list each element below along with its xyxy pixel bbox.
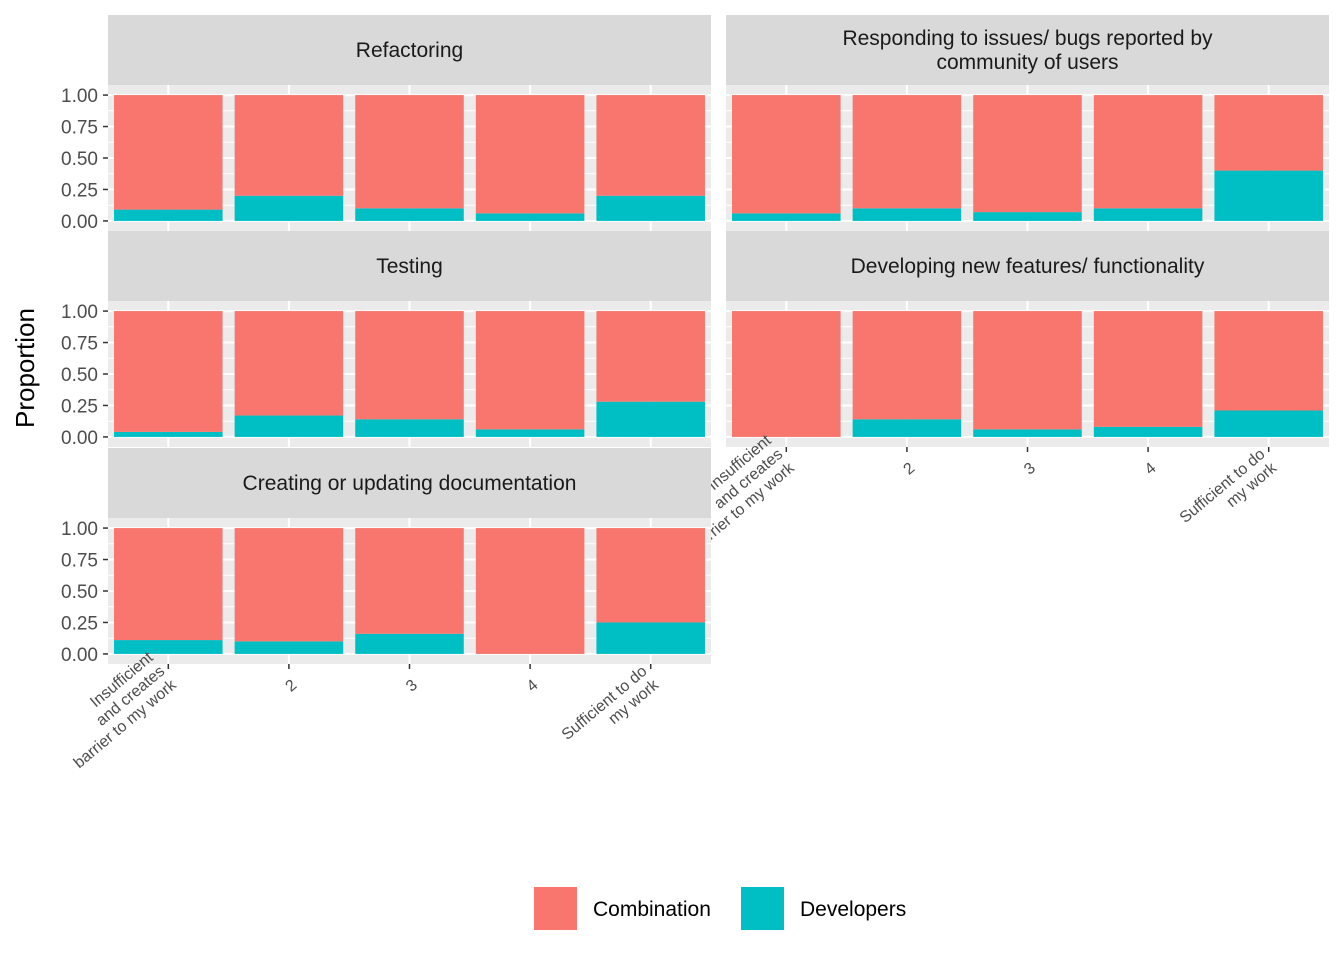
facet-strip bbox=[108, 448, 711, 518]
bar-combination bbox=[355, 95, 464, 209]
bar-combination bbox=[475, 528, 585, 654]
bar-combination bbox=[234, 528, 344, 642]
y-tick-label: 0.00 bbox=[61, 428, 98, 449]
bar-developers bbox=[596, 195, 705, 221]
facet-strip bbox=[108, 231, 711, 301]
legend-swatch-combination bbox=[534, 887, 577, 930]
bar-developers bbox=[596, 401, 705, 437]
bar-developers bbox=[355, 419, 464, 437]
bar-combination bbox=[852, 311, 962, 420]
bar-developers bbox=[475, 429, 585, 437]
bar-combination bbox=[355, 528, 464, 634]
bar-developers bbox=[234, 641, 344, 654]
bar-developers bbox=[596, 622, 705, 654]
y-tick-label: 0.50 bbox=[61, 149, 98, 170]
facet-title: Refactoring bbox=[356, 39, 463, 62]
bar-developers bbox=[1093, 208, 1203, 221]
y-tick-label: 0.75 bbox=[61, 334, 98, 355]
bar-developers bbox=[973, 429, 1082, 437]
facet-strip bbox=[726, 15, 1329, 85]
bar-combination bbox=[732, 95, 841, 214]
bar-developers bbox=[114, 431, 223, 437]
bar-developers bbox=[355, 633, 464, 654]
bar-combination bbox=[234, 311, 344, 416]
bar-combination bbox=[973, 95, 1082, 213]
bar-combination bbox=[596, 528, 705, 623]
bar-developers bbox=[1093, 426, 1203, 437]
y-tick-label: 0.25 bbox=[61, 613, 98, 634]
bar-developers bbox=[1214, 410, 1323, 437]
y-tick-label: 0.00 bbox=[61, 645, 98, 666]
bar-combination bbox=[234, 95, 344, 196]
bar-combination bbox=[852, 95, 962, 209]
bar-developers bbox=[852, 208, 962, 221]
y-tick-label: 0.50 bbox=[61, 582, 98, 603]
bar-developers bbox=[973, 212, 1082, 221]
facet-title: Developing new features/ functionality bbox=[851, 255, 1205, 278]
y-tick-label: 1.00 bbox=[61, 302, 98, 323]
y-tick-label: 0.25 bbox=[61, 180, 98, 201]
facet-strip bbox=[726, 231, 1329, 301]
facet-panels: Refactoring 1.00 0.75 0.50 0.25 0.00 Respondin… bbox=[61, 15, 1329, 772]
bar-combination bbox=[355, 311, 464, 420]
bar-developers bbox=[114, 209, 223, 221]
bar-combination bbox=[1214, 311, 1323, 411]
bar-combination bbox=[732, 311, 841, 437]
bar-combination bbox=[973, 311, 1082, 430]
bar-combination bbox=[114, 95, 223, 210]
y-tick-label: 0.00 bbox=[61, 212, 98, 233]
bar-developers bbox=[852, 419, 962, 437]
y-tick-label: 1.00 bbox=[61, 86, 98, 107]
bar-developers bbox=[114, 640, 223, 654]
bar-developers bbox=[234, 415, 344, 437]
bar-combination bbox=[475, 311, 585, 430]
bar-developers bbox=[732, 213, 841, 221]
legend-label-developers: Developers bbox=[800, 898, 906, 921]
facet-panel: Refactoring 1.00 0.75 0.50 0.25 0.00 bbox=[61, 15, 711, 233]
y-tick-label: 0.50 bbox=[61, 365, 98, 386]
bar-developers bbox=[355, 208, 464, 221]
y-axis-title: Proportion bbox=[10, 308, 40, 428]
bar-combination bbox=[1093, 311, 1203, 427]
facet-panel: Testing 1.00 0.75 0.50 0.25 0.00 bbox=[61, 231, 711, 449]
bar-developers bbox=[234, 195, 344, 221]
y-tick-label: 1.00 bbox=[61, 519, 98, 540]
bar-combination bbox=[114, 311, 223, 432]
bar-combination bbox=[1214, 95, 1323, 171]
legend: Combination Developers bbox=[534, 887, 906, 930]
y-tick-label: 0.75 bbox=[61, 118, 98, 139]
bar-developers bbox=[1214, 170, 1323, 221]
legend-label-combination: Combination bbox=[593, 898, 711, 921]
facet-title: Testing bbox=[376, 255, 443, 278]
bar-combination bbox=[596, 95, 705, 196]
bar-combination bbox=[475, 95, 585, 214]
bar-combination bbox=[1093, 95, 1203, 209]
bar-developers bbox=[475, 213, 585, 221]
bar-combination bbox=[114, 528, 223, 641]
facet-title: Responding to issues/ bugs reported by co… bbox=[842, 27, 1213, 74]
facet-panel: Responding to issues/ bugs reported by co… bbox=[726, 15, 1329, 231]
y-tick-label: 0.75 bbox=[61, 551, 98, 572]
bar-combination bbox=[596, 311, 705, 402]
facet-strip bbox=[108, 15, 711, 85]
facet-title: Creating or updating documentation bbox=[243, 472, 577, 495]
legend-swatch-developers bbox=[741, 887, 784, 930]
y-tick-label: 0.25 bbox=[61, 396, 98, 417]
